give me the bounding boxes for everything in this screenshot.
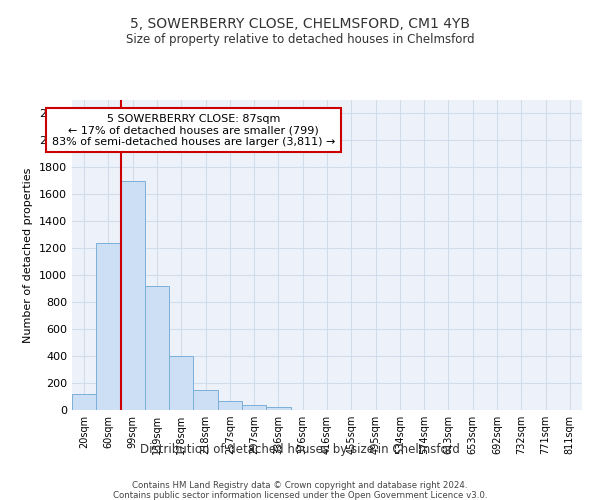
Bar [169,356,193,410]
Bar [218,400,242,410]
Bar [96,243,121,410]
Text: Distribution of detached houses by size in Chelmsford: Distribution of detached houses by size … [140,442,460,456]
Bar [266,408,290,410]
Bar [121,181,145,410]
Text: 5 SOWERBERRY CLOSE: 87sqm
← 17% of detached houses are smaller (799)
83% of semi: 5 SOWERBERRY CLOSE: 87sqm ← 17% of detac… [52,114,335,147]
Bar [193,390,218,410]
Text: Contains HM Land Registry data © Crown copyright and database right 2024.: Contains HM Land Registry data © Crown c… [132,481,468,490]
Bar [145,286,169,410]
Bar [72,394,96,410]
Bar [242,406,266,410]
Text: 5, SOWERBERRY CLOSE, CHELMSFORD, CM1 4YB: 5, SOWERBERRY CLOSE, CHELMSFORD, CM1 4YB [130,18,470,32]
Text: Contains public sector information licensed under the Open Government Licence v3: Contains public sector information licen… [113,491,487,500]
Y-axis label: Number of detached properties: Number of detached properties [23,168,34,342]
Text: Size of property relative to detached houses in Chelmsford: Size of property relative to detached ho… [125,32,475,46]
